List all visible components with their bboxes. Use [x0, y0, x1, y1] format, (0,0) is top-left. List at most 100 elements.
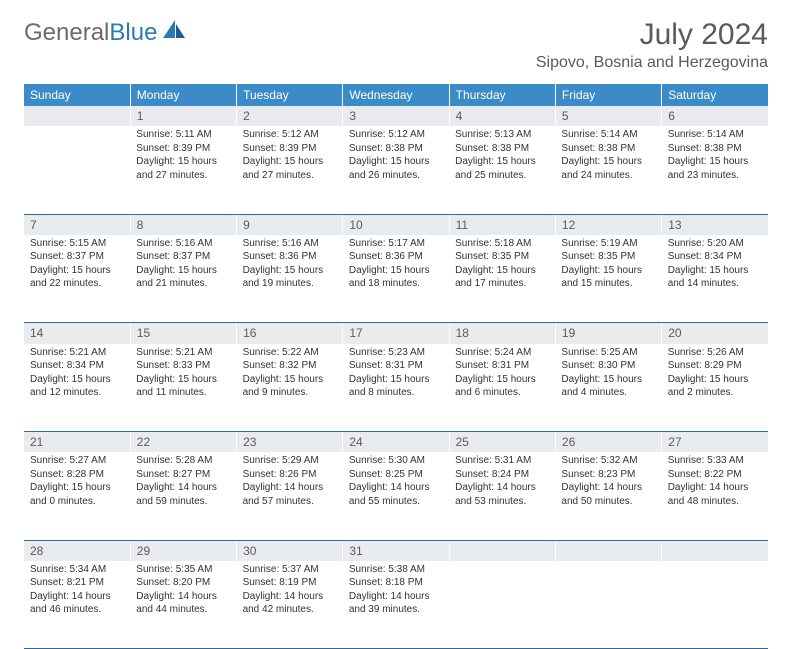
day-details: Sunrise: 5:14 AMSunset: 8:38 PMDaylight:… [662, 126, 768, 188]
weekday-header-cell: Friday [555, 84, 661, 106]
daynum-row: 21222324252627 [24, 432, 768, 453]
day-details: Sunrise: 5:27 AMSunset: 8:28 PMDaylight:… [24, 452, 130, 514]
day-cell: Sunrise: 5:14 AMSunset: 8:38 PMDaylight:… [555, 126, 661, 214]
day-cell: Sunrise: 5:37 AMSunset: 8:19 PMDaylight:… [237, 561, 343, 649]
day-details: Sunrise: 5:21 AMSunset: 8:33 PMDaylight:… [130, 344, 236, 406]
day-cell: Sunrise: 5:15 AMSunset: 8:37 PMDaylight:… [24, 235, 130, 323]
day-details: Sunrise: 5:30 AMSunset: 8:25 PMDaylight:… [343, 452, 449, 514]
day-number: 5 [555, 106, 661, 126]
daynum-row: 123456 [24, 106, 768, 126]
day-number: 28 [24, 540, 130, 561]
day-cell: Sunrise: 5:21 AMSunset: 8:33 PMDaylight:… [130, 344, 236, 432]
day-details: Sunrise: 5:26 AMSunset: 8:29 PMDaylight:… [662, 344, 768, 406]
day-cell: Sunrise: 5:24 AMSunset: 8:31 PMDaylight:… [449, 344, 555, 432]
title-block: July 2024 Sipovo, Bosnia and Herzegovina [536, 18, 768, 72]
day-number: 23 [237, 432, 343, 453]
sail-icon [161, 18, 187, 47]
day-cell: Sunrise: 5:17 AMSunset: 8:36 PMDaylight:… [343, 235, 449, 323]
week-row: Sunrise: 5:15 AMSunset: 8:37 PMDaylight:… [24, 235, 768, 323]
calendar-table: SundayMondayTuesdayWednesdayThursdayFrid… [24, 84, 768, 649]
day-number [555, 540, 661, 561]
day-number: 16 [237, 323, 343, 344]
weekday-header-cell: Thursday [449, 84, 555, 106]
day-details: Sunrise: 5:20 AMSunset: 8:34 PMDaylight:… [662, 235, 768, 297]
day-cell: Sunrise: 5:22 AMSunset: 8:32 PMDaylight:… [237, 344, 343, 432]
day-cell: Sunrise: 5:13 AMSunset: 8:38 PMDaylight:… [449, 126, 555, 214]
day-cell: Sunrise: 5:20 AMSunset: 8:34 PMDaylight:… [662, 235, 768, 323]
day-details: Sunrise: 5:29 AMSunset: 8:26 PMDaylight:… [237, 452, 343, 514]
day-details: Sunrise: 5:18 AMSunset: 8:35 PMDaylight:… [449, 235, 555, 297]
day-details: Sunrise: 5:12 AMSunset: 8:38 PMDaylight:… [343, 126, 449, 188]
day-number: 9 [237, 214, 343, 235]
day-details: Sunrise: 5:11 AMSunset: 8:39 PMDaylight:… [130, 126, 236, 188]
day-details: Sunrise: 5:28 AMSunset: 8:27 PMDaylight:… [130, 452, 236, 514]
day-cell: Sunrise: 5:14 AMSunset: 8:38 PMDaylight:… [662, 126, 768, 214]
day-details: Sunrise: 5:15 AMSunset: 8:37 PMDaylight:… [24, 235, 130, 297]
day-cell: Sunrise: 5:11 AMSunset: 8:39 PMDaylight:… [130, 126, 236, 214]
day-details: Sunrise: 5:31 AMSunset: 8:24 PMDaylight:… [449, 452, 555, 514]
weekday-header-cell: Wednesday [343, 84, 449, 106]
week-row: Sunrise: 5:27 AMSunset: 8:28 PMDaylight:… [24, 452, 768, 540]
day-number: 2 [237, 106, 343, 126]
day-cell [24, 126, 130, 214]
day-details: Sunrise: 5:23 AMSunset: 8:31 PMDaylight:… [343, 344, 449, 406]
day-cell [449, 561, 555, 649]
day-number: 13 [662, 214, 768, 235]
day-number: 31 [343, 540, 449, 561]
day-number: 22 [130, 432, 236, 453]
day-number: 20 [662, 323, 768, 344]
day-number: 12 [555, 214, 661, 235]
day-details: Sunrise: 5:35 AMSunset: 8:20 PMDaylight:… [130, 561, 236, 623]
day-cell: Sunrise: 5:12 AMSunset: 8:39 PMDaylight:… [237, 126, 343, 214]
day-number: 14 [24, 323, 130, 344]
day-cell: Sunrise: 5:33 AMSunset: 8:22 PMDaylight:… [662, 452, 768, 540]
day-cell: Sunrise: 5:16 AMSunset: 8:37 PMDaylight:… [130, 235, 236, 323]
logo-text-gray: General [24, 19, 109, 47]
day-cell: Sunrise: 5:19 AMSunset: 8:35 PMDaylight:… [555, 235, 661, 323]
location: Sipovo, Bosnia and Herzegovina [536, 54, 768, 72]
day-number: 21 [24, 432, 130, 453]
day-number: 24 [343, 432, 449, 453]
day-cell: Sunrise: 5:26 AMSunset: 8:29 PMDaylight:… [662, 344, 768, 432]
day-number: 6 [662, 106, 768, 126]
day-number [24, 106, 130, 126]
day-number: 11 [449, 214, 555, 235]
day-details: Sunrise: 5:24 AMSunset: 8:31 PMDaylight:… [449, 344, 555, 406]
day-details: Sunrise: 5:16 AMSunset: 8:37 PMDaylight:… [130, 235, 236, 297]
day-cell: Sunrise: 5:21 AMSunset: 8:34 PMDaylight:… [24, 344, 130, 432]
day-number: 1 [130, 106, 236, 126]
day-number: 8 [130, 214, 236, 235]
day-details: Sunrise: 5:12 AMSunset: 8:39 PMDaylight:… [237, 126, 343, 188]
day-number: 18 [449, 323, 555, 344]
day-cell: Sunrise: 5:29 AMSunset: 8:26 PMDaylight:… [237, 452, 343, 540]
day-cell: Sunrise: 5:34 AMSunset: 8:21 PMDaylight:… [24, 561, 130, 649]
header: GeneralBlue July 2024 Sipovo, Bosnia and… [0, 0, 792, 78]
day-number [449, 540, 555, 561]
daynum-row: 78910111213 [24, 214, 768, 235]
day-cell: Sunrise: 5:35 AMSunset: 8:20 PMDaylight:… [130, 561, 236, 649]
week-row: Sunrise: 5:11 AMSunset: 8:39 PMDaylight:… [24, 126, 768, 214]
day-cell: Sunrise: 5:31 AMSunset: 8:24 PMDaylight:… [449, 452, 555, 540]
day-number: 4 [449, 106, 555, 126]
day-details: Sunrise: 5:25 AMSunset: 8:30 PMDaylight:… [555, 344, 661, 406]
daynum-row: 28293031 [24, 540, 768, 561]
day-cell [555, 561, 661, 649]
weekday-header: SundayMondayTuesdayWednesdayThursdayFrid… [24, 84, 768, 106]
day-cell: Sunrise: 5:28 AMSunset: 8:27 PMDaylight:… [130, 452, 236, 540]
day-cell: Sunrise: 5:38 AMSunset: 8:18 PMDaylight:… [343, 561, 449, 649]
day-number: 19 [555, 323, 661, 344]
day-cell: Sunrise: 5:16 AMSunset: 8:36 PMDaylight:… [237, 235, 343, 323]
day-cell: Sunrise: 5:27 AMSunset: 8:28 PMDaylight:… [24, 452, 130, 540]
day-details: Sunrise: 5:14 AMSunset: 8:38 PMDaylight:… [555, 126, 661, 188]
day-number: 7 [24, 214, 130, 235]
day-number [662, 540, 768, 561]
day-number: 15 [130, 323, 236, 344]
day-cell: Sunrise: 5:23 AMSunset: 8:31 PMDaylight:… [343, 344, 449, 432]
day-details: Sunrise: 5:13 AMSunset: 8:38 PMDaylight:… [449, 126, 555, 188]
day-details: Sunrise: 5:21 AMSunset: 8:34 PMDaylight:… [24, 344, 130, 406]
day-number: 17 [343, 323, 449, 344]
day-cell: Sunrise: 5:32 AMSunset: 8:23 PMDaylight:… [555, 452, 661, 540]
day-cell: Sunrise: 5:30 AMSunset: 8:25 PMDaylight:… [343, 452, 449, 540]
logo: GeneralBlue [24, 18, 187, 47]
week-row: Sunrise: 5:34 AMSunset: 8:21 PMDaylight:… [24, 561, 768, 649]
